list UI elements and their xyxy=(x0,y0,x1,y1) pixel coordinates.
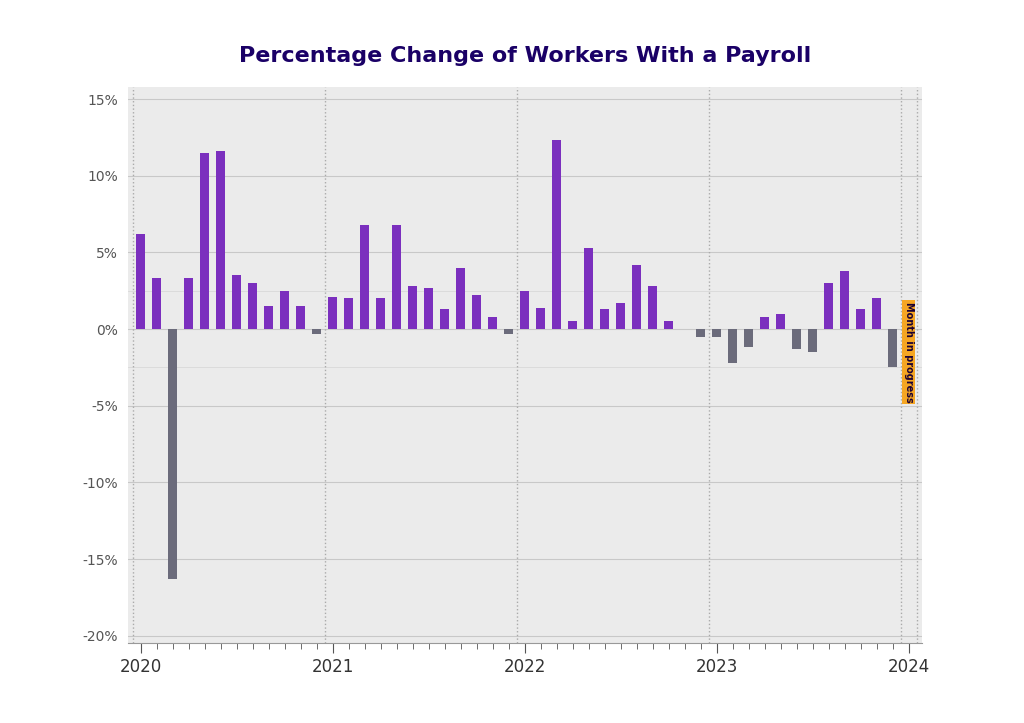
Bar xyxy=(264,306,273,329)
Bar xyxy=(440,309,450,329)
Bar xyxy=(696,329,706,337)
Bar xyxy=(232,275,242,329)
Bar xyxy=(377,299,385,329)
Bar xyxy=(552,140,561,329)
Bar xyxy=(360,225,370,329)
Bar xyxy=(505,329,513,334)
Bar xyxy=(728,329,737,363)
Bar xyxy=(808,329,817,352)
Bar xyxy=(488,317,498,329)
Bar xyxy=(889,329,897,367)
Bar xyxy=(184,278,194,329)
Bar xyxy=(201,153,209,329)
Bar xyxy=(409,286,417,329)
Text: Month in progress: Month in progress xyxy=(904,301,913,403)
Bar xyxy=(136,234,145,329)
Bar xyxy=(793,329,801,349)
Bar xyxy=(457,268,465,329)
Bar xyxy=(296,306,305,329)
Bar xyxy=(648,286,657,329)
Bar xyxy=(537,307,545,329)
Bar xyxy=(872,299,882,329)
Bar xyxy=(392,225,401,329)
Bar xyxy=(904,329,913,360)
Bar xyxy=(856,309,865,329)
Bar xyxy=(344,299,353,329)
Bar xyxy=(824,283,834,329)
Bar xyxy=(568,322,578,329)
Bar xyxy=(168,329,177,579)
Bar xyxy=(744,329,754,348)
Bar xyxy=(472,295,481,329)
Bar xyxy=(424,288,433,329)
Bar xyxy=(249,283,257,329)
Bar xyxy=(329,297,337,329)
Bar xyxy=(616,303,626,329)
Bar xyxy=(761,317,769,329)
Bar xyxy=(633,265,641,329)
Title: Percentage Change of Workers With a Payroll: Percentage Change of Workers With a Payr… xyxy=(239,46,811,66)
Bar xyxy=(600,309,609,329)
Bar xyxy=(281,291,289,329)
Bar xyxy=(520,291,529,329)
Bar xyxy=(776,314,785,329)
Bar xyxy=(312,329,322,334)
Bar xyxy=(841,271,849,329)
Bar xyxy=(585,248,593,329)
Bar xyxy=(665,322,673,329)
Bar xyxy=(216,151,225,329)
Bar xyxy=(153,278,161,329)
Bar xyxy=(713,329,721,337)
